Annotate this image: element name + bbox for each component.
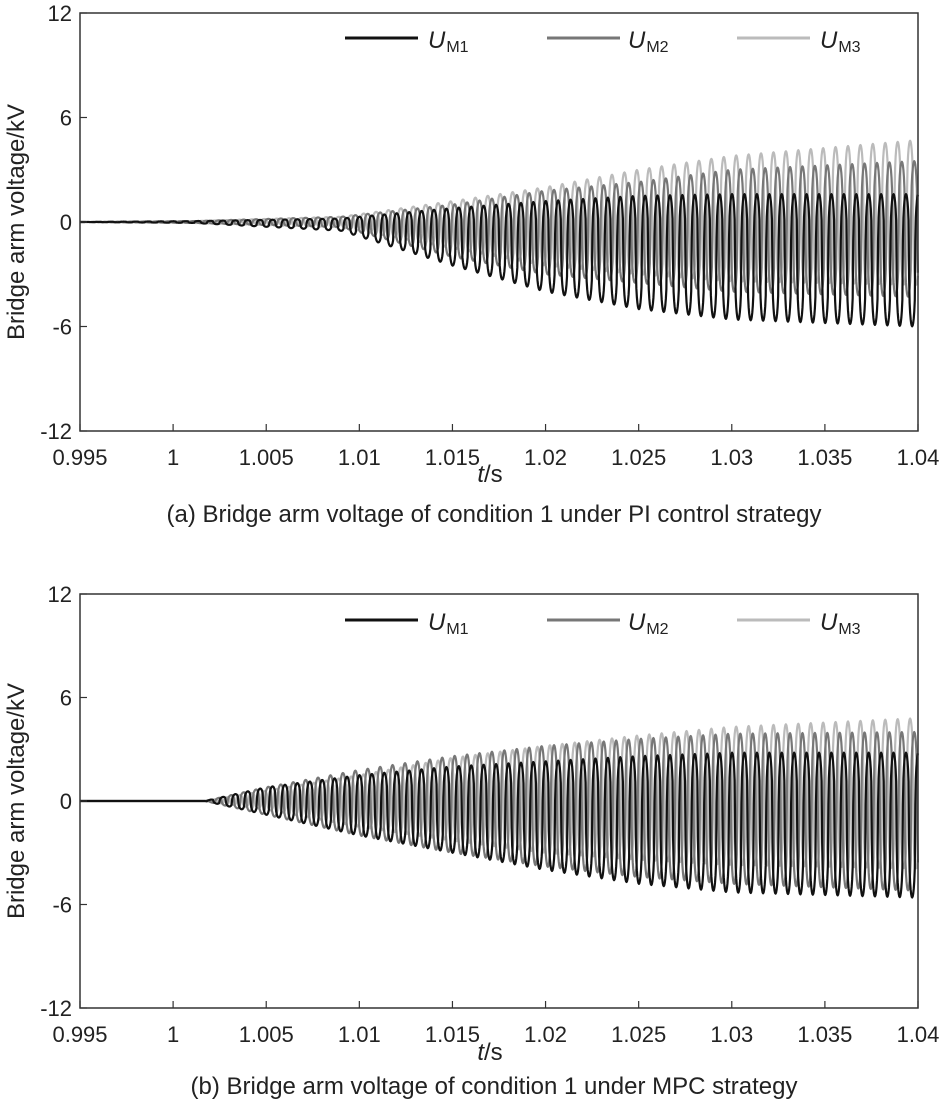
panel-b-series	[79, 717, 919, 899]
legend-um1-label: UM1	[428, 27, 469, 56]
panel-a-caption: (a) Bridge arm voltage of condition 1 un…	[166, 501, 821, 528]
x-tick-label: 1.02	[524, 445, 567, 470]
x-tick-label: 1.035	[797, 1022, 852, 1047]
x-tick-label: 1	[167, 445, 179, 470]
panel-b-legend: UM1 UM2 UM3	[345, 609, 861, 638]
x-tick-label: 1.03	[710, 1022, 753, 1047]
series-um1-line	[79, 193, 919, 328]
panel-a-x-axis-label: t/s	[477, 461, 502, 488]
panel-a-legend: UM1 UM2 UM3	[345, 27, 861, 56]
x-tick-label: 0.995	[52, 1022, 107, 1047]
legend-um2-label: UM2	[628, 609, 669, 638]
y-tick-label: -6	[52, 315, 72, 340]
x-tick-label: 1.01	[338, 445, 381, 470]
panel-b-plot-frame	[79, 593, 919, 1009]
x-tick-label: 1.025	[611, 1022, 666, 1047]
x-tick-label: 1.035	[797, 445, 852, 470]
panel-a-y-axis-label: Bridge arm voltage/kV	[3, 104, 30, 340]
legend-um1-label: UM1	[428, 609, 469, 638]
panel-b-caption: (b) Bridge arm voltage of condition 1 un…	[191, 1073, 798, 1100]
x-tick-label: 1.005	[239, 445, 294, 470]
panel-a-plot-frame	[79, 12, 919, 432]
panel-b-y-axis-label: Bridge arm voltage/kV	[3, 683, 30, 919]
y-tick-label: -12	[40, 996, 72, 1021]
y-tick-label: -12	[40, 419, 72, 444]
y-tick-label: -6	[52, 893, 72, 918]
x-tick-label: 1.01	[338, 1022, 381, 1047]
y-tick-label: 6	[60, 686, 72, 711]
legend-um3-label: UM3	[820, 27, 861, 56]
x-tick-label: 1.02	[524, 1022, 567, 1047]
x-tick-label: 0.995	[52, 445, 107, 470]
y-tick-label: 0	[60, 789, 72, 814]
x-tick-label: 1.005	[239, 1022, 294, 1047]
panel-a-ticks: 0.995 1 1.005 1.01 1.015 1.02 1.025 1.03 1.035 1.…	[40, 1, 939, 470]
y-tick-label: 12	[48, 582, 72, 607]
panel-b: 0.995 1 1.005 1.01 1.015 1.02 1.025 1.03 1.035 1.…	[3, 582, 939, 1100]
y-tick-label: 0	[60, 210, 72, 235]
panel-a: 0.995 1 1.005 1.01 1.015 1.02 1.025 1.03 1.035 1.…	[3, 1, 939, 528]
series-um1-line	[79, 751, 919, 899]
x-tick-label: 1.04	[897, 445, 940, 470]
x-tick-label: 1.015	[425, 445, 480, 470]
x-tick-label: 1	[167, 1022, 179, 1047]
panel-b-ticks: 0.995 1 1.005 1.01 1.015 1.02 1.025 1.03 1.035 1.…	[40, 582, 939, 1047]
x-tick-label: 1.03	[710, 445, 753, 470]
x-tick-label: 1.015	[425, 1022, 480, 1047]
y-tick-label: 12	[48, 1, 72, 26]
legend-um3-label: UM3	[820, 609, 861, 638]
x-tick-label: 1.04	[897, 1022, 940, 1047]
y-tick-label: 6	[60, 106, 72, 131]
x-tick-label: 1.025	[611, 445, 666, 470]
panel-b-x-axis-label: t/s	[477, 1039, 502, 1066]
panel-a-series	[79, 139, 919, 328]
legend-um2-label: UM2	[628, 27, 669, 56]
